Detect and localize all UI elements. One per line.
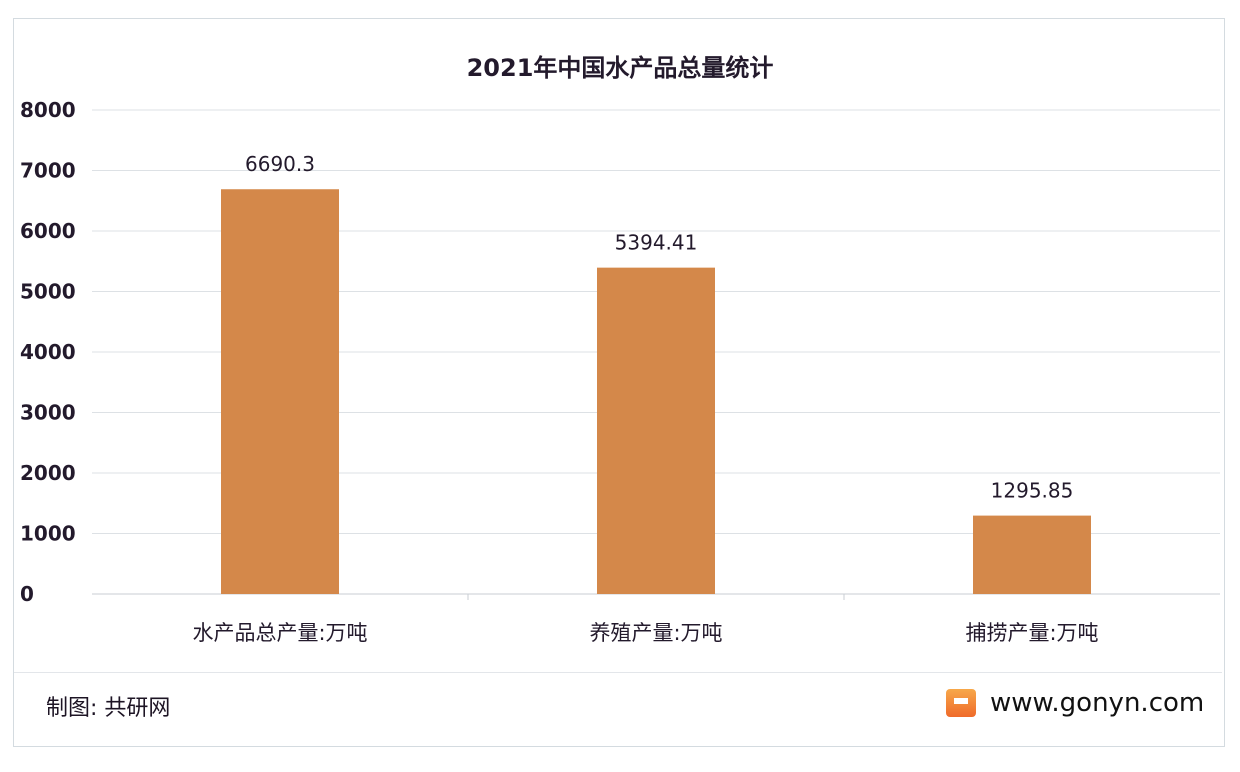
y-tick-label: 6000 — [20, 219, 76, 243]
y-tick-label: 3000 — [20, 401, 76, 425]
y-tick-label: 5000 — [20, 280, 76, 304]
data-label: 5394.41 — [615, 231, 698, 255]
chart-title: 2021年中国水产品总量统计 — [466, 54, 774, 82]
bar — [221, 189, 339, 594]
y-tick-label: 8000 — [20, 98, 76, 122]
footer-divider — [14, 672, 1222, 673]
y-tick-label: 4000 — [20, 340, 76, 364]
data-label: 1295.85 — [991, 479, 1074, 503]
x-category-label: 水产品总产量:万吨 — [192, 621, 367, 645]
website-brand: www.gonyn.com — [946, 688, 1204, 718]
y-tick-label: 0 — [20, 582, 34, 606]
y-tick-label: 2000 — [20, 461, 76, 485]
website-url: www.gonyn.com — [990, 688, 1205, 718]
bar — [973, 515, 1091, 594]
data-label: 6690.3 — [245, 152, 315, 176]
y-tick-label: 7000 — [20, 159, 76, 183]
x-category-label: 养殖产量:万吨 — [589, 621, 722, 645]
x-category-label: 捕捞产量:万吨 — [965, 621, 1098, 645]
chart-credit: 制图: 共研网 — [46, 696, 171, 721]
bar — [597, 267, 715, 594]
gonyn-logo-icon — [946, 689, 976, 717]
y-tick-label: 1000 — [20, 522, 76, 546]
